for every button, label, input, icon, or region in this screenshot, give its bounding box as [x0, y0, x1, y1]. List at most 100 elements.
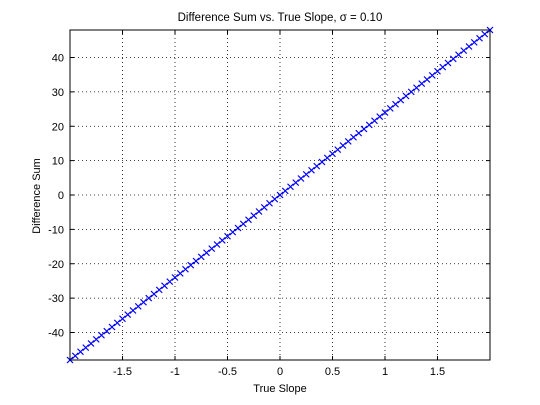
marker-stroke	[402, 92, 410, 100]
data-point-marker	[171, 274, 179, 281]
data-point-marker	[313, 162, 321, 170]
data-point-marker	[208, 245, 216, 253]
y-tick-label: -40	[48, 328, 64, 340]
marker-stroke	[339, 142, 347, 149]
marker-stroke	[82, 344, 90, 352]
marker-stroke	[376, 113, 384, 121]
marker-stroke	[71, 352, 79, 360]
marker-stroke	[444, 59, 452, 67]
marker-stroke	[287, 183, 294, 191]
marker-stroke	[92, 335, 100, 343]
y-tick-label: -20	[48, 259, 64, 271]
data-point-marker	[187, 261, 195, 269]
data-point-marker	[470, 38, 478, 46]
data-point-marker	[271, 195, 279, 203]
marker-stroke	[449, 55, 457, 63]
marker-stroke	[360, 125, 368, 133]
y-tick-label: 40	[52, 53, 64, 65]
marker-stroke	[129, 307, 137, 314]
data-point-marker	[124, 311, 132, 319]
marker-stroke	[302, 170, 310, 178]
data-point-marker	[176, 269, 184, 277]
data-point-marker	[439, 63, 447, 71]
x-tick-label: 1.5	[430, 366, 445, 378]
data-point-marker	[250, 212, 258, 220]
marker-stroke	[392, 100, 399, 108]
data-point-marker	[329, 150, 336, 158]
chart-title: Difference Sum vs. True Slope, σ = 0.10	[178, 12, 383, 24]
data-point-marker	[255, 208, 263, 215]
marker-stroke	[103, 327, 111, 335]
marker-stroke	[266, 199, 273, 207]
marker-stroke	[313, 162, 321, 170]
marker-stroke	[166, 278, 174, 286]
marker-stroke	[460, 47, 468, 55]
x-tick-label: -1.5	[113, 366, 132, 378]
marker-stroke	[234, 224, 242, 232]
data-point-marker	[365, 121, 373, 129]
data-point-marker	[224, 232, 231, 240]
marker-stroke	[413, 84, 420, 92]
data-point-marker	[260, 203, 268, 211]
data-point-marker	[481, 30, 489, 38]
marker-stroke	[155, 286, 163, 294]
data-point-marker	[71, 352, 79, 360]
data-point-marker	[350, 133, 357, 141]
data-point-marker	[103, 327, 111, 335]
data-point-marker	[108, 323, 116, 331]
y-tick-label: 20	[52, 121, 64, 133]
data-point-marker	[77, 348, 84, 356]
marker-stroke	[98, 331, 105, 339]
x-tick-label: 0	[277, 366, 283, 378]
marker-stroke	[344, 137, 352, 145]
data-point-marker	[460, 47, 468, 55]
marker-stroke	[113, 319, 121, 327]
marker-stroke	[423, 76, 431, 83]
marker-stroke	[213, 241, 221, 248]
marker-stroke	[255, 208, 263, 215]
marker-stroke	[271, 195, 279, 203]
data-point-marker	[308, 166, 315, 174]
marker-stroke	[334, 146, 342, 154]
marker-stroke	[171, 274, 179, 281]
marker-stroke	[208, 245, 216, 253]
marker-stroke	[150, 290, 158, 298]
data-point-marker	[413, 84, 420, 92]
marker-stroke	[407, 88, 415, 96]
marker-stroke	[386, 104, 394, 112]
data-point-marker	[166, 278, 174, 286]
marker-stroke	[418, 80, 426, 88]
marker-stroke	[365, 121, 373, 129]
data-point-marker	[402, 92, 410, 100]
y-tick-label: 30	[52, 87, 64, 99]
data-point-marker	[465, 43, 473, 50]
data-points	[66, 26, 494, 364]
data-point-marker	[192, 257, 200, 265]
data-point-marker	[213, 241, 221, 248]
marker-stroke	[355, 129, 363, 137]
x-tick-label: 0.5	[325, 366, 340, 378]
marker-stroke	[250, 212, 258, 220]
data-point-marker	[203, 249, 210, 257]
marker-stroke	[455, 51, 462, 59]
data-point-marker	[371, 117, 378, 125]
data-point-marker	[161, 282, 168, 290]
data-point-marker	[239, 220, 247, 228]
data-point-marker	[381, 109, 389, 116]
data-point-marker	[245, 216, 252, 224]
data-point-marker	[397, 96, 405, 104]
x-tick-label: 1	[382, 366, 388, 378]
marker-stroke	[161, 282, 168, 290]
marker-stroke	[140, 298, 147, 306]
data-point-marker	[145, 294, 153, 302]
data-point-marker	[302, 170, 310, 178]
marker-stroke	[182, 265, 189, 273]
data-point-marker	[155, 286, 163, 294]
data-point-marker	[476, 34, 483, 42]
marker-stroke	[381, 109, 389, 116]
data-point-marker	[287, 183, 294, 191]
marker-stroke	[481, 30, 489, 38]
data-point-marker	[344, 137, 352, 145]
marker-stroke	[308, 166, 315, 174]
